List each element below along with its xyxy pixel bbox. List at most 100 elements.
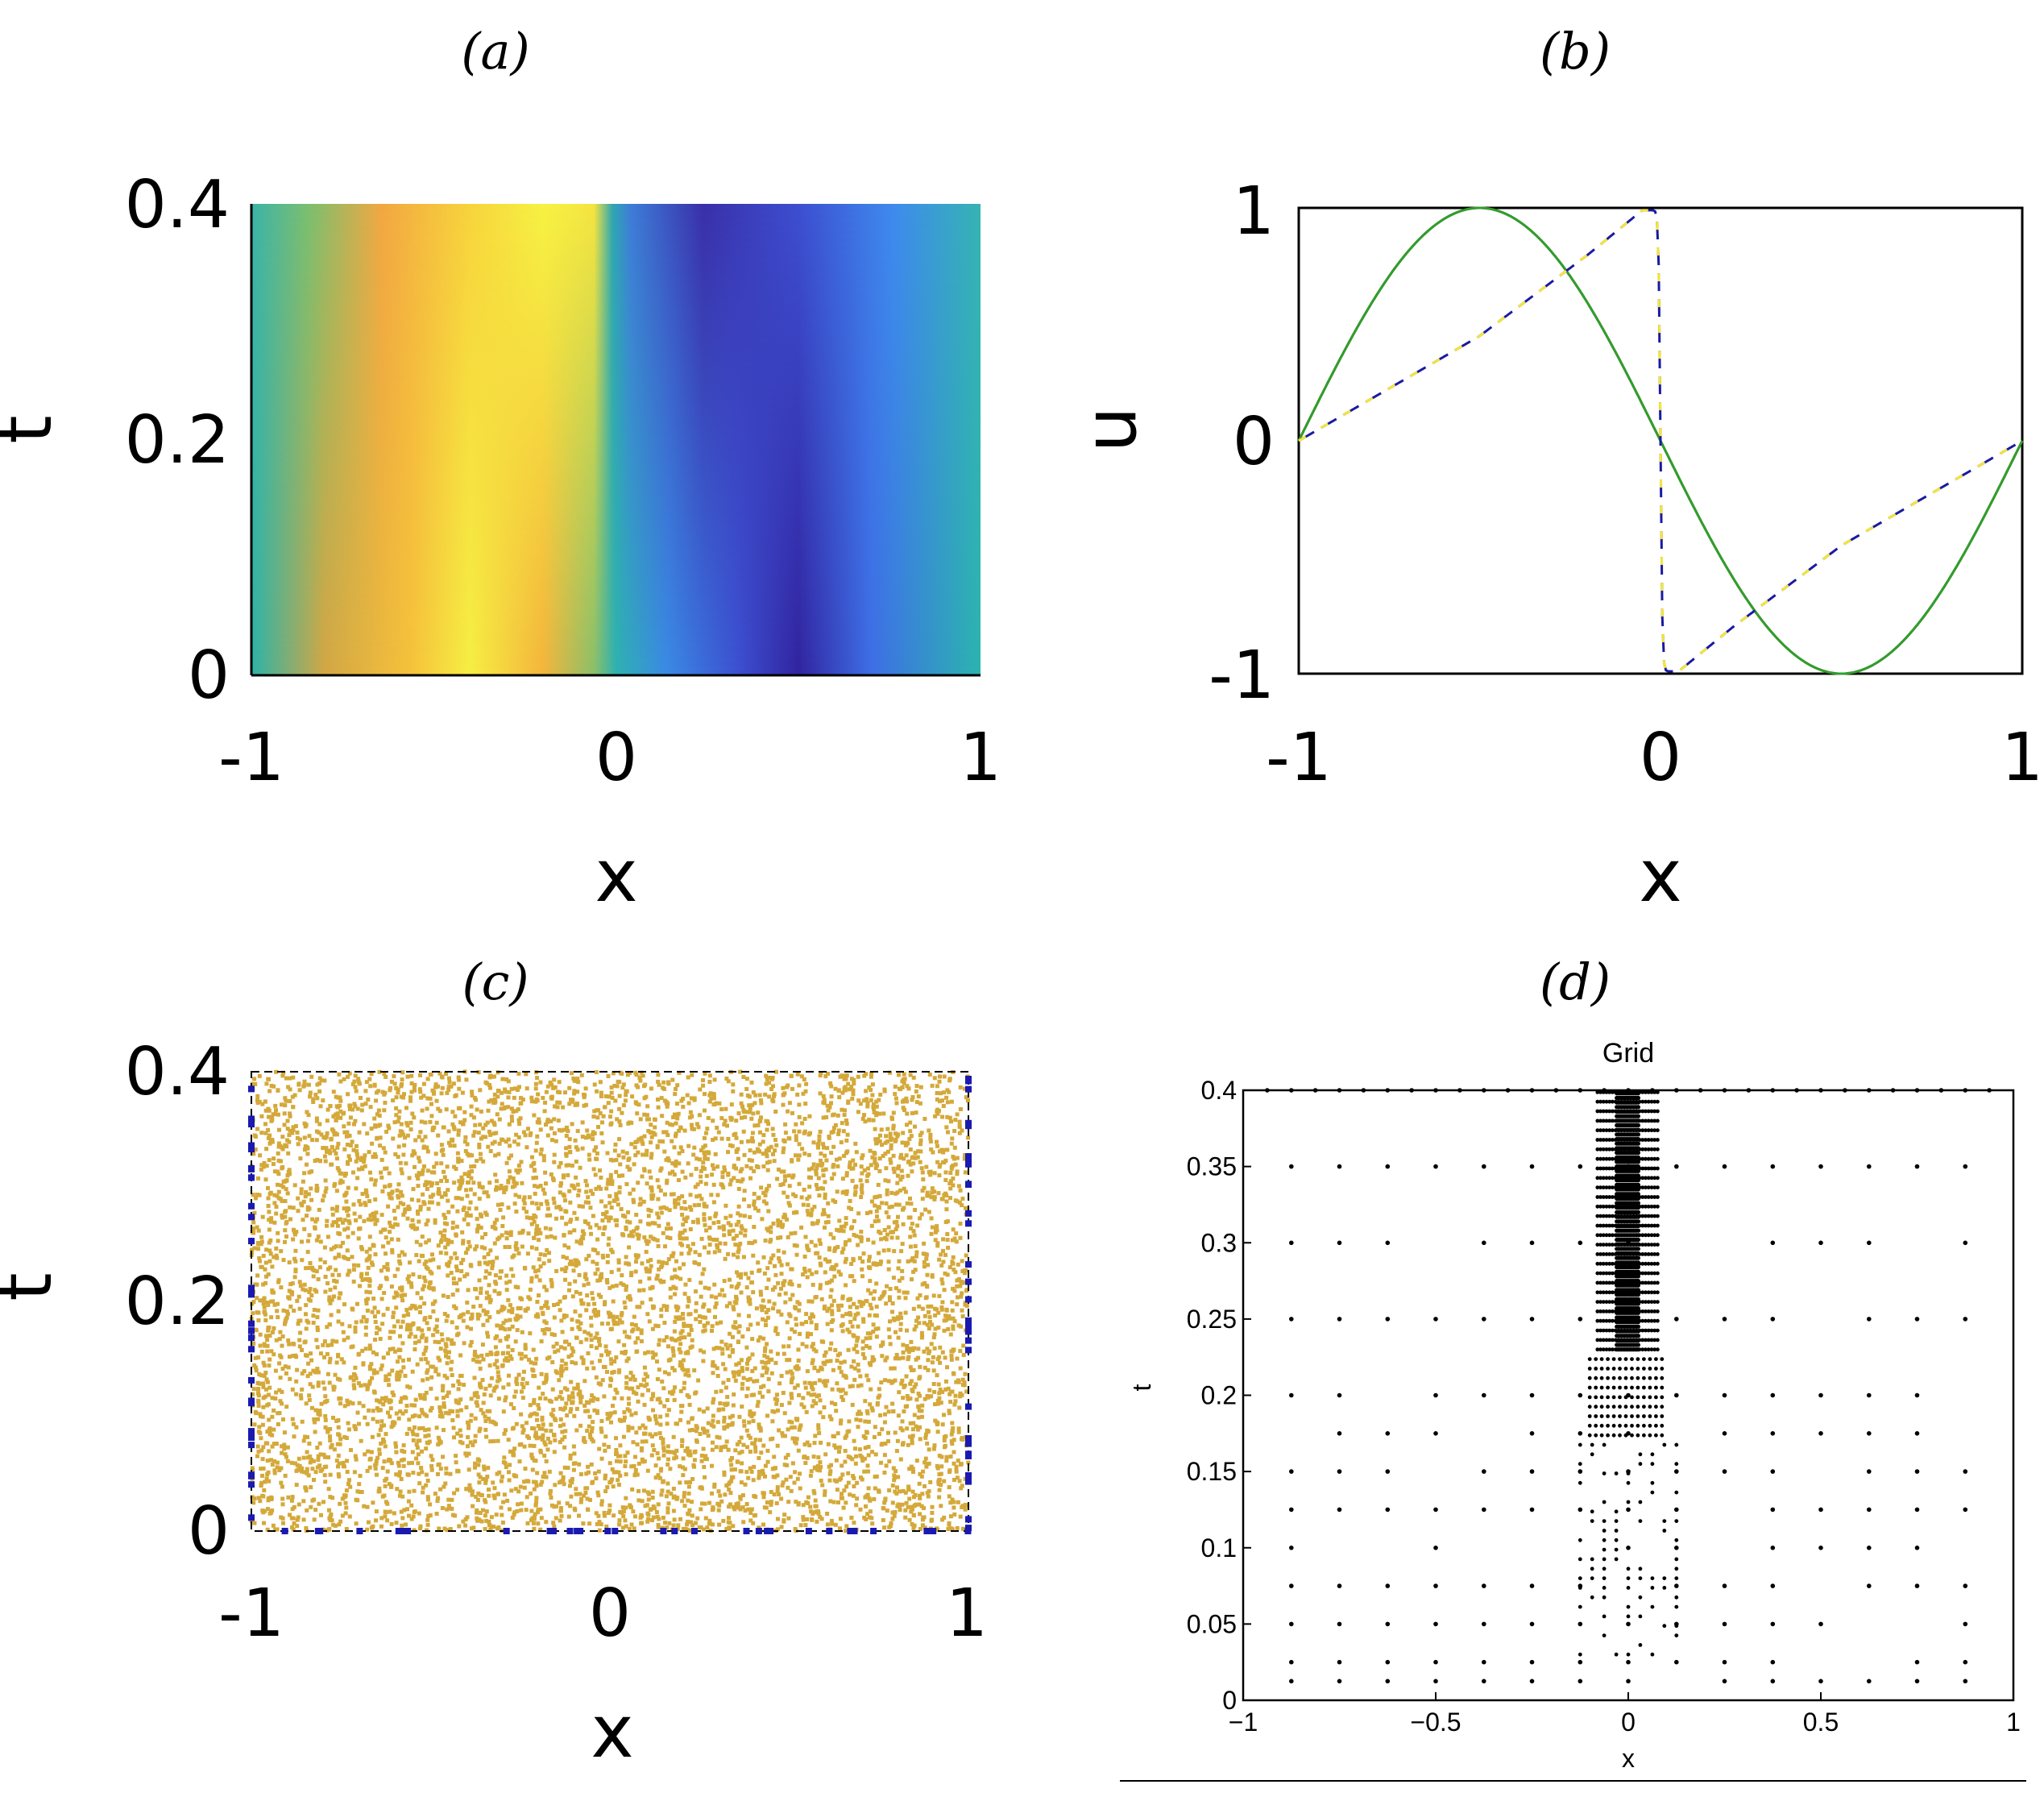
- collocation-point: [535, 1312, 540, 1317]
- collocation-point: [455, 1151, 460, 1156]
- collocation-point: [665, 1178, 670, 1183]
- collocation-point: [384, 1476, 389, 1481]
- collocation-point: [719, 1499, 724, 1504]
- collocation-point: [490, 1263, 495, 1268]
- collocation-point: [837, 1365, 842, 1370]
- collocation-point: [412, 1510, 417, 1515]
- collocation-point: [848, 1320, 853, 1324]
- collocation-point: [379, 1367, 384, 1371]
- collocation-point: [959, 1280, 964, 1284]
- collocation-point: [540, 1437, 545, 1442]
- collocation-point: [769, 1502, 773, 1507]
- collocation-point: [897, 1295, 902, 1300]
- collocation-point: [890, 1301, 895, 1305]
- collocation-point: [685, 1446, 690, 1450]
- collocation-point: [927, 1314, 932, 1319]
- collocation-point: [475, 1508, 479, 1513]
- collocation-point: [680, 1194, 685, 1199]
- collocation-point: [473, 1247, 478, 1251]
- collocation-point: [274, 1205, 279, 1210]
- collocation-point: [761, 1336, 766, 1341]
- collocation-point: [609, 1085, 614, 1089]
- collocation-point: [466, 1180, 471, 1185]
- collocation-point: [566, 1355, 571, 1359]
- collocation-point: [678, 1236, 682, 1241]
- collocation-point: [453, 1513, 458, 1518]
- collocation-point: [317, 1122, 322, 1127]
- collocation-point: [330, 1496, 335, 1500]
- collocation-point: [752, 1199, 757, 1204]
- collocation-point: [559, 1181, 563, 1185]
- collocation-point: [914, 1254, 918, 1259]
- collocation-point: [948, 1454, 953, 1459]
- collocation-point: [259, 1467, 263, 1471]
- collocation-point: [945, 1272, 950, 1277]
- panel-b-ytick-0: -1: [1209, 637, 1275, 714]
- collocation-point: [620, 1311, 624, 1315]
- collocation-point: [553, 1417, 557, 1421]
- collocation-point: [851, 1092, 856, 1097]
- collocation-point: [389, 1425, 394, 1430]
- collocation-point: [452, 1143, 457, 1148]
- collocation-point: [588, 1189, 593, 1193]
- collocation-point: [264, 1387, 268, 1392]
- collocation-point: [377, 1447, 382, 1452]
- collocation-point: [713, 1305, 718, 1309]
- collocation-point: [607, 1511, 611, 1515]
- collocation-point: [801, 1515, 806, 1520]
- collocation-point: [347, 1133, 352, 1138]
- collocation-point: [688, 1227, 693, 1231]
- collocation-point: [375, 1352, 379, 1357]
- collocation-point: [372, 1314, 377, 1319]
- collocation-point: [392, 1120, 397, 1125]
- collocation-point: [554, 1216, 558, 1221]
- collocation-point: [507, 1245, 512, 1249]
- collocation-point: [321, 1380, 325, 1385]
- collocation-point: [898, 1177, 903, 1182]
- collocation-point: [885, 1284, 889, 1289]
- collocation-point: [591, 1114, 596, 1119]
- collocation-point: [833, 1402, 838, 1406]
- collocation-point: [316, 1235, 321, 1239]
- collocation-point: [259, 1235, 264, 1239]
- collocation-point: [329, 1313, 334, 1318]
- collocation-point: [944, 1125, 949, 1130]
- collocation-point: [742, 1419, 746, 1424]
- collocation-point: [806, 1152, 811, 1157]
- collocation-point: [376, 1408, 381, 1413]
- collocation-point: [385, 1469, 390, 1474]
- collocation-point: [856, 1335, 860, 1340]
- collocation-point: [327, 1527, 332, 1531]
- collocation-point: [893, 1330, 898, 1334]
- collocation-point: [864, 1504, 868, 1508]
- collocation-point: [515, 1508, 520, 1513]
- collocation-point: [680, 1243, 685, 1247]
- collocation-point: [418, 1243, 423, 1247]
- collocation-point: [422, 1301, 427, 1306]
- collocation-point: [740, 1104, 744, 1109]
- collocation-point: [707, 1080, 712, 1084]
- collocation-point: [462, 1217, 466, 1222]
- collocation-point: [880, 1354, 885, 1359]
- collocation-point: [421, 1490, 425, 1495]
- collocation-point: [403, 1207, 408, 1212]
- collocation-point: [903, 1296, 908, 1301]
- collocation-point: [736, 1247, 741, 1252]
- collocation-point: [544, 1123, 548, 1127]
- collocation-point: [410, 1450, 415, 1454]
- collocation-point: [462, 1118, 467, 1123]
- collocation-point: [732, 1392, 736, 1396]
- collocation-point: [275, 1309, 280, 1313]
- collocation-point: [595, 1409, 599, 1413]
- collocation-point: [450, 1204, 455, 1209]
- collocation-point: [797, 1181, 802, 1186]
- collocation-point: [510, 1118, 514, 1123]
- collocation-point: [963, 1153, 968, 1157]
- collocation-point: [701, 1315, 705, 1320]
- collocation-point: [379, 1516, 384, 1521]
- collocation-point: [951, 1316, 956, 1321]
- collocation-point: [482, 1255, 487, 1259]
- collocation-point: [481, 1322, 486, 1327]
- collocation-point: [884, 1405, 889, 1409]
- collocation-point: [782, 1463, 787, 1467]
